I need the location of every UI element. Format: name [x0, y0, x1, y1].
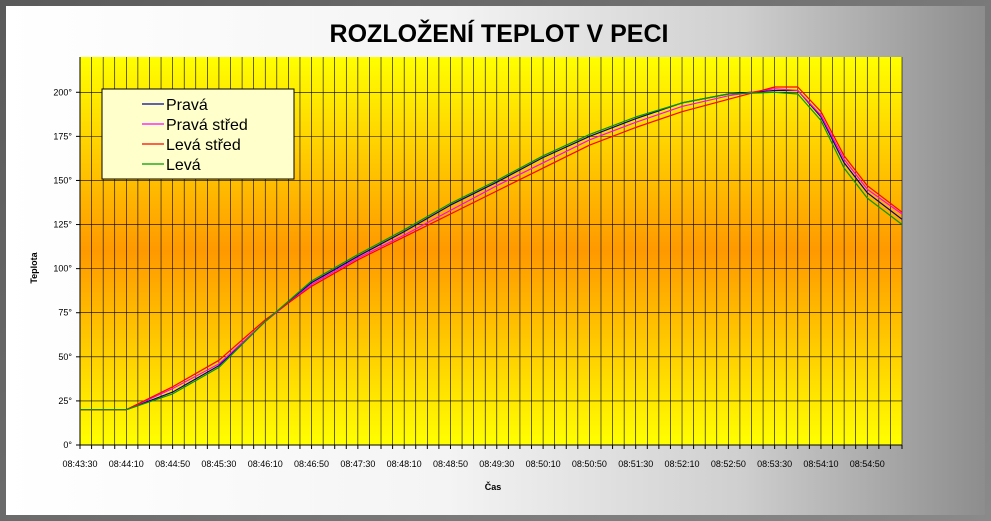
y-tick-label: 0°	[63, 440, 72, 450]
series-line	[80, 91, 903, 411]
y-tick-label: 100°	[53, 264, 72, 274]
x-tick-label: 08:48:50	[433, 459, 468, 469]
x-tick-label: 08:51:30	[618, 459, 653, 469]
x-tick-label: 08:50:10	[526, 459, 561, 469]
x-tick-label: 08:54:10	[803, 459, 838, 469]
y-tick-label: 25°	[58, 396, 72, 406]
legend-label: Pravá střed	[166, 117, 248, 134]
y-axis-title: Teplota	[29, 251, 39, 283]
y-tick-label: 200°	[53, 87, 72, 97]
x-tick-label: 08:47:30	[340, 459, 375, 469]
y-tick-label: 50°	[58, 352, 72, 362]
legend-box	[101, 88, 295, 180]
x-tick-label: 08:45:30	[201, 459, 236, 469]
series-line	[80, 89, 903, 411]
x-tick-label: 08:46:50	[294, 459, 329, 469]
x-tick-label: 08:50:50	[572, 459, 607, 469]
legend: Pravá Pravá střed Levá střed Levá	[101, 88, 295, 180]
legend-label: Pravá	[166, 97, 208, 114]
y-tick-label: 125°	[53, 220, 72, 230]
x-tick-label: 08:53:30	[757, 459, 792, 469]
x-tick-label: 08:46:10	[248, 459, 283, 469]
y-tick-label: 175°	[53, 131, 72, 141]
x-tick-label: 08:44:50	[155, 459, 190, 469]
legend-label: Levá střed	[166, 137, 241, 154]
chart-title: ROZLOŽENÍ TEPLOT V PECI	[330, 18, 669, 48]
x-tick-label: 08:52:50	[711, 459, 746, 469]
x-tick-label: 08:48:10	[387, 459, 422, 469]
series-line	[80, 88, 903, 411]
x-axis-title: Čas	[485, 481, 502, 492]
series-group	[80, 86, 903, 411]
x-tick-label: 08:49:30	[479, 459, 514, 469]
series-line	[80, 86, 903, 411]
x-tick-label: 08:44:10	[109, 459, 144, 469]
x-tick-label: 08:43:30	[62, 459, 97, 469]
x-tick-label: 08:52:10	[665, 459, 700, 469]
legend-label: Levá	[166, 157, 201, 174]
y-tick-label: 75°	[58, 308, 72, 318]
x-tick-label: 08:54:50	[850, 459, 885, 469]
y-tick-label: 150°	[53, 175, 72, 185]
axes: 0° 25° 50° 75° 100° 125° 150° 175° 200° 08:43:30 0…	[53, 57, 903, 469]
